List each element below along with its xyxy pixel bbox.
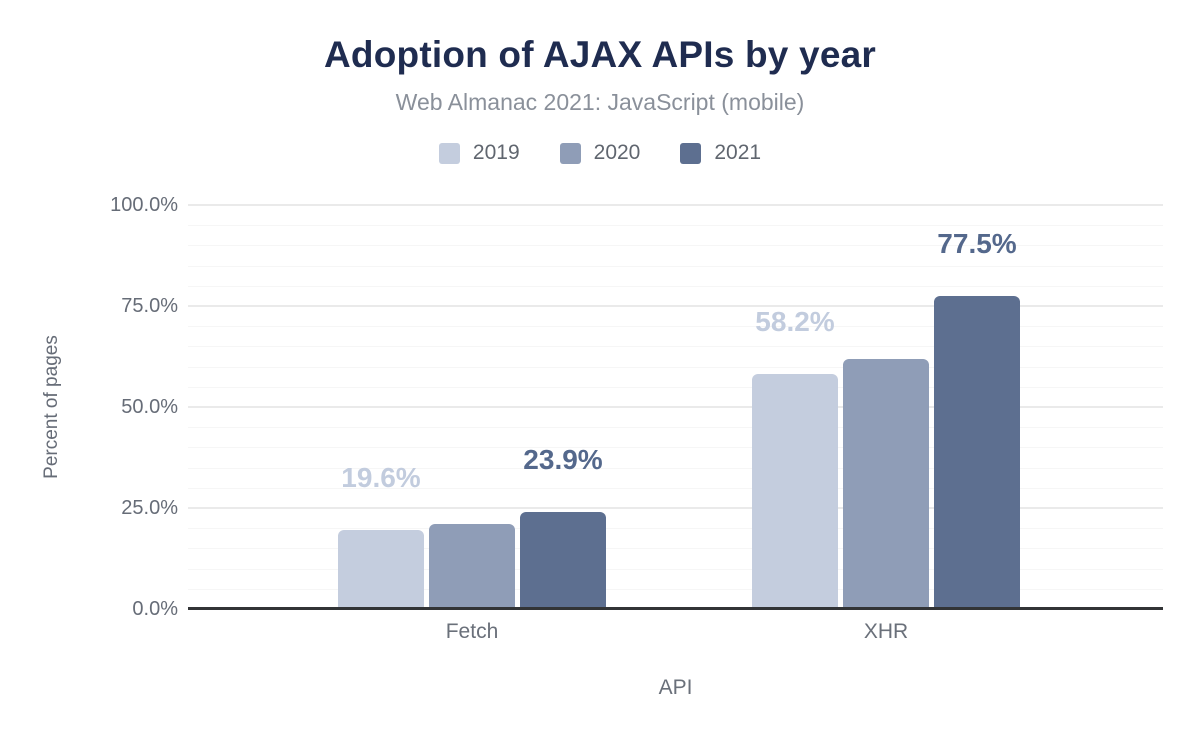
minor-gridline [188, 326, 1163, 328]
y-tick-label-75: 75.0% [121, 295, 178, 317]
minor-gridline [188, 386, 1163, 388]
x-tick-label-fetch: Fetch [445, 620, 499, 643]
major-gridline [188, 305, 1163, 307]
bar-group-fetch: 19.6% 23.9% [338, 205, 606, 609]
bar-value-label-xhr-2021: 77.5% [937, 227, 1017, 259]
legend: 2019 2020 2021 [0, 141, 1200, 165]
bar-value-label-fetch-2019: 19.6% [341, 461, 421, 493]
bar-xhr-2021[interactable] [934, 295, 1020, 609]
legend-label: 2021 [714, 141, 762, 164]
x-axis-title: API [658, 676, 693, 699]
legend-swatch-2020 [559, 142, 581, 164]
bar-value-label-xhr-2019: 58.2% [755, 305, 835, 337]
x-axis-line [188, 607, 1163, 610]
bar-xhr-2020[interactable] [843, 359, 929, 609]
minor-gridline [188, 467, 1163, 469]
bar-fetch-2020[interactable] [429, 524, 515, 609]
y-tick-label-50: 50.0% [121, 396, 178, 418]
x-tick-label-xhr: XHR [863, 620, 909, 643]
major-gridline [188, 204, 1163, 206]
minor-gridline [188, 548, 1163, 550]
minor-gridline [188, 265, 1163, 267]
minor-gridline [188, 568, 1163, 570]
major-gridline [188, 507, 1163, 509]
major-gridline [188, 406, 1163, 408]
minor-gridline [188, 528, 1163, 530]
minor-gridline [188, 346, 1163, 348]
minor-gridline [188, 285, 1163, 287]
y-tick-label-0: 0.0% [132, 598, 178, 620]
minor-gridline [188, 487, 1163, 489]
plot-area: 19.6% 23.9% 58.2% 77.5% [188, 204, 1163, 610]
bar-fetch-2021[interactable] [520, 512, 606, 609]
legend-swatch-2019 [438, 142, 460, 164]
y-tick-label-100: 100.0% [110, 194, 178, 216]
bar-group-xhr: 58.2% 77.5% [752, 205, 1020, 609]
legend-label: 2020 [593, 141, 641, 164]
minor-gridline [188, 588, 1163, 590]
minor-gridline [188, 245, 1163, 247]
minor-gridline [188, 366, 1163, 368]
bar-xhr-2019[interactable] [752, 373, 838, 609]
minor-gridline [188, 447, 1163, 449]
minor-gridline [188, 225, 1163, 227]
bar-fetch-2019[interactable] [338, 529, 424, 609]
legend-item-2020: 2020 [559, 141, 641, 165]
y-tick-label-25: 25.0% [121, 497, 178, 519]
minor-gridline [188, 427, 1163, 429]
legend-swatch-2021 [680, 142, 702, 164]
legend-item-2021: 2021 [680, 141, 761, 165]
bar-value-label-fetch-2021: 23.9% [523, 444, 603, 476]
legend-item-2019: 2019 [438, 141, 520, 165]
legend-label: 2019 [472, 141, 520, 164]
chart-subtitle: Web Almanac 2021: JavaScript (mobile) [395, 89, 805, 115]
chart-title: Adoption of AJAX APIs by year [324, 34, 876, 75]
